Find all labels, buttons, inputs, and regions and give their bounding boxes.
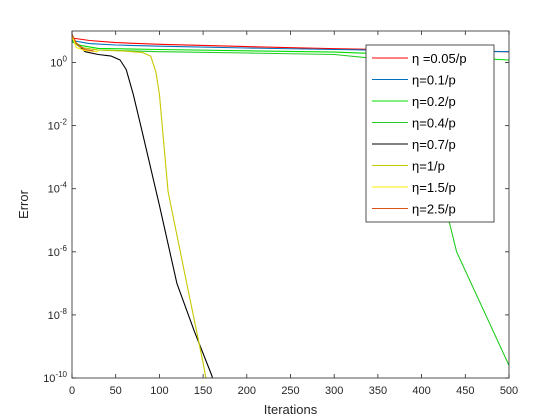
y-tick-label: 10-2: [48, 118, 68, 133]
x-axis-title: Iterations: [264, 402, 318, 417]
y-tick-label: 100: [50, 55, 67, 70]
x-tick-label: 450: [456, 385, 474, 397]
legend-label-2: η=0.2/p: [412, 94, 456, 109]
x-tick-label: 200: [238, 385, 256, 397]
x-tick-label: 350: [369, 385, 387, 397]
series-line-5: [72, 37, 207, 378]
x-tick-label: 0: [69, 385, 75, 397]
legend-label-6: η=1.5/p: [412, 180, 456, 195]
legend-label-7: η=2.5/p: [412, 202, 456, 217]
x-tick-label: 250: [281, 385, 299, 397]
x-tick-label: 400: [412, 385, 430, 397]
x-tick-label: 50: [110, 385, 122, 397]
y-tick-label: 10-10: [43, 370, 67, 385]
series-line-4: [72, 35, 214, 378]
legend: η =0.05/p η=0.1/p η=0.2/p η=0.4/p η=0.7/p η=1…: [365, 44, 495, 223]
y-tick-label: 10-8: [48, 307, 68, 322]
legend-box: [365, 44, 495, 223]
x-tick-label: 150: [194, 385, 212, 397]
legend-label-5: η=1/p: [412, 159, 445, 174]
legend-label-4: η=0.7/p: [412, 137, 456, 152]
legend-label-3: η=0.4/p: [412, 116, 456, 131]
x-tick-label: 100: [150, 385, 168, 397]
series-line-7: [72, 33, 94, 52]
y-tick-label: 10-4: [48, 181, 68, 196]
ticks-layer: 0 50 100 150 200 250 300 350 400 450 500 100 10-2 10-…: [43, 31, 518, 397]
legend-label-0: η =0.05/p: [412, 51, 467, 66]
x-tick-label: 300: [325, 385, 343, 397]
y-tick-label: 10-6: [48, 244, 68, 259]
y-axis-title: Error: [16, 189, 31, 219]
legend-label-1: η=0.1/p: [412, 73, 456, 88]
x-tick-label: 500: [500, 385, 518, 397]
